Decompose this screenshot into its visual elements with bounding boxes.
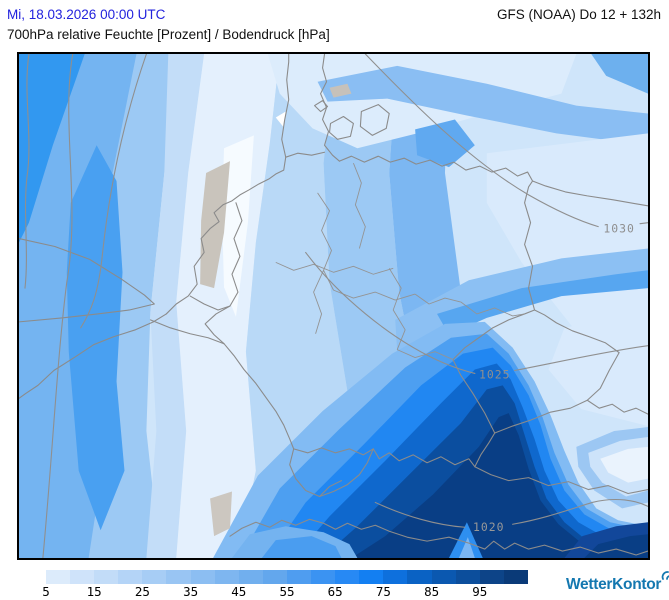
legend-segment <box>383 570 408 584</box>
country-borders <box>19 54 648 556</box>
legend-segment <box>94 570 119 584</box>
legend-labels: 5 15 25 35 45 55 65 75 85 95 <box>42 584 528 599</box>
map-title: 700hPa relative Feuchte [Prozent] / Bode… <box>7 27 330 42</box>
legend-segment <box>118 570 143 584</box>
legend-segment <box>142 570 167 584</box>
legend-segment <box>311 570 336 584</box>
legend-segment <box>431 570 456 584</box>
legend-segment <box>335 570 360 584</box>
legend-segment <box>359 570 384 584</box>
isobar-lines <box>24 54 648 558</box>
wetterkontor-logo: WetterKontor <box>566 571 669 594</box>
legend-segment <box>262 570 287 584</box>
legend-tick-label: 65 <box>327 584 343 599</box>
legend-segment <box>190 570 215 584</box>
legend-tick-label: 85 <box>424 584 440 599</box>
wetterkontor-logo-text: WetterKontor <box>566 576 662 593</box>
model-run-label: GFS (NOAA) Do 12 + 132h <box>497 7 661 22</box>
legend-segment <box>455 570 480 584</box>
legend-tick-label: 15 <box>86 584 102 599</box>
legend-segment <box>214 570 239 584</box>
legend-segment <box>166 570 191 584</box>
legend-segment <box>70 570 95 584</box>
legend-segment <box>238 570 263 584</box>
legend-segment <box>479 570 504 584</box>
legend-tick-label: 55 <box>279 584 295 599</box>
legend-tick-label: 75 <box>375 584 391 599</box>
legend-segment <box>46 570 71 584</box>
legend-tick-label: 35 <box>183 584 199 599</box>
legend-segment <box>407 570 432 584</box>
legend-tick-label: 25 <box>134 584 150 599</box>
isobar-label-1030: 1030 <box>603 222 635 236</box>
legend-color-bar <box>46 570 528 584</box>
weather-map: 1030 1025 1020 <box>17 52 650 560</box>
humidity-pressure-map: 1030 1025 1020 <box>19 54 648 558</box>
legend-tick-label: 45 <box>231 584 247 599</box>
isobar-label-1025: 1025 <box>479 367 511 381</box>
state-borders <box>275 162 525 360</box>
legend-tick-label: 95 <box>472 584 488 599</box>
wetterkontor-swirl-icon <box>661 569 669 587</box>
legend-segment <box>286 570 312 584</box>
legend-segment <box>503 570 528 584</box>
legend-tick-label: 5 <box>42 584 50 599</box>
isobar-label-1020: 1020 <box>473 520 505 534</box>
datetime-label: Mi, 18.03.2026 00:00 UTC <box>7 7 166 22</box>
